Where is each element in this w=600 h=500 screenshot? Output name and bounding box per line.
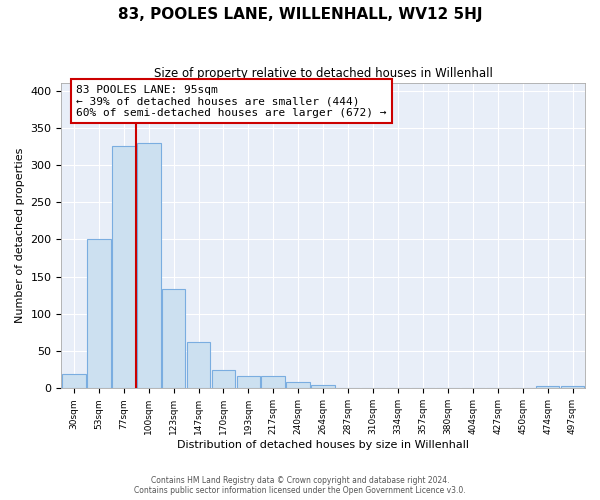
Text: 83 POOLES LANE: 95sqm
← 39% of detached houses are smaller (444)
60% of semi-det: 83 POOLES LANE: 95sqm ← 39% of detached … (76, 84, 387, 117)
Bar (536, 386, 559, 388)
Bar (286, 382, 310, 388)
Text: 83, POOLES LANE, WILLENHALL, WV12 5HJ: 83, POOLES LANE, WILLENHALL, WV12 5HJ (118, 8, 482, 22)
Bar (137, 142, 161, 388)
Bar (187, 342, 211, 388)
Bar (62, 374, 86, 388)
Text: Contains HM Land Registry data © Crown copyright and database right 2024.
Contai: Contains HM Land Registry data © Crown c… (134, 476, 466, 495)
Bar (162, 288, 185, 388)
Bar (87, 240, 110, 388)
X-axis label: Distribution of detached houses by size in Willenhall: Distribution of detached houses by size … (177, 440, 469, 450)
Title: Size of property relative to detached houses in Willenhall: Size of property relative to detached ho… (154, 68, 493, 80)
Bar (560, 386, 584, 388)
Y-axis label: Number of detached properties: Number of detached properties (15, 148, 25, 324)
Bar (236, 376, 260, 388)
Bar (262, 376, 285, 388)
Bar (311, 384, 335, 388)
Bar (212, 370, 235, 388)
Bar (112, 146, 136, 388)
